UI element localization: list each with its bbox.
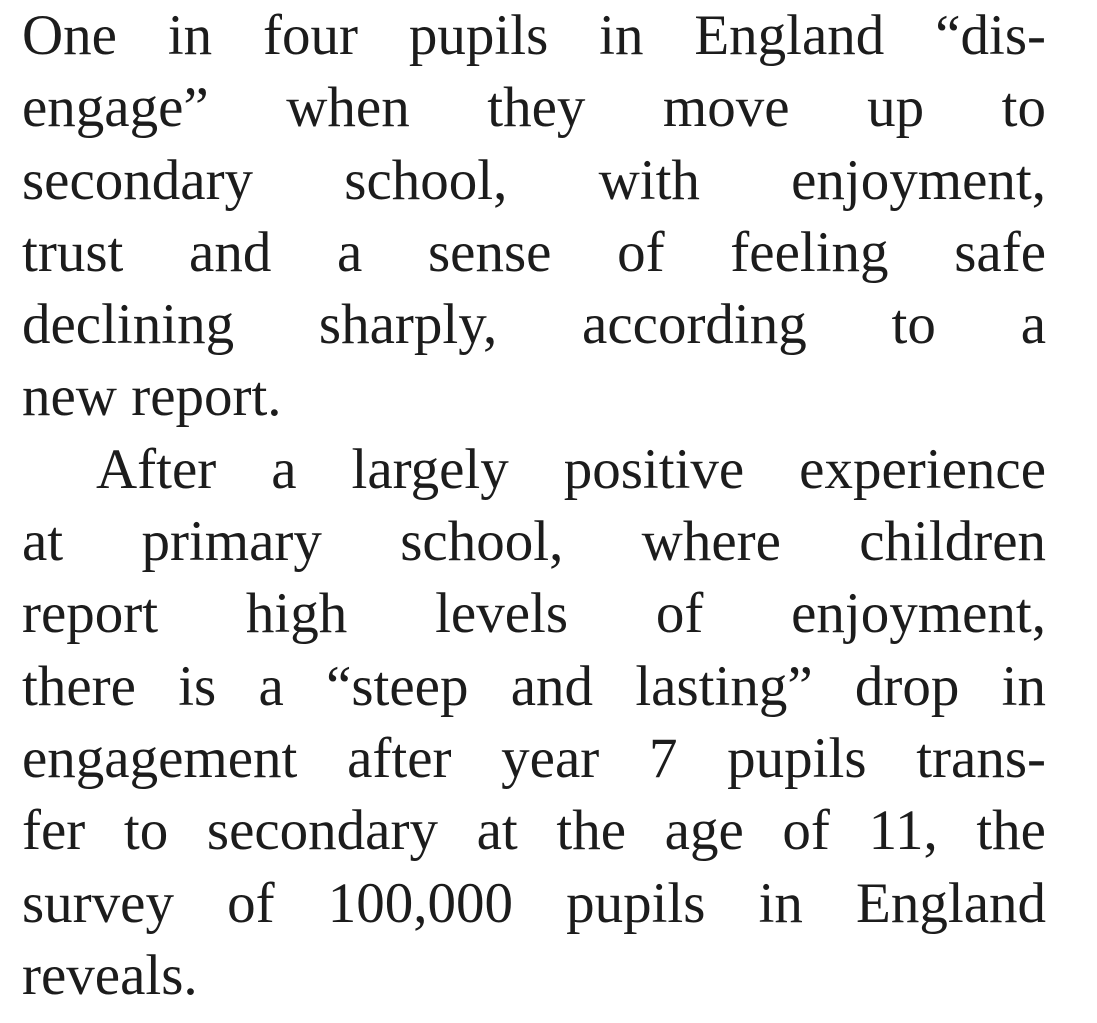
- text-line: One in four pupils in England “dis-: [22, 4, 1046, 67]
- text-line: engagement after year 7 pupils trans-: [22, 726, 1046, 790]
- text-line: fer to secondary at the age of 11, the: [22, 799, 1046, 863]
- text-line: at primary school, where children: [22, 510, 1046, 574]
- text-line: declining sharply, according to a: [22, 293, 1046, 357]
- paragraph: After a largely positive experience at pr…: [22, 434, 1046, 1012]
- text-line: secondary school, with enjoyment,: [22, 148, 1046, 212]
- text-line: reveals.: [22, 943, 198, 1007]
- text-line: new report.: [22, 365, 282, 429]
- article-body: One in four pupils in England “dis-engag…: [22, 0, 1046, 1012]
- text-line: engage” when they move up to: [22, 76, 1046, 140]
- text-line: After a largely positive experience: [96, 437, 1046, 501]
- text-line: survey of 100,000 pupils in England: [22, 871, 1046, 935]
- text-line: trust and a sense of feeling safe: [22, 220, 1046, 284]
- paragraph: One in four pupils in England “dis-engag…: [22, 0, 1046, 434]
- text-line: report high levels of enjoyment,: [22, 582, 1046, 646]
- text-line: there is a “steep and lasting” drop in: [22, 654, 1046, 718]
